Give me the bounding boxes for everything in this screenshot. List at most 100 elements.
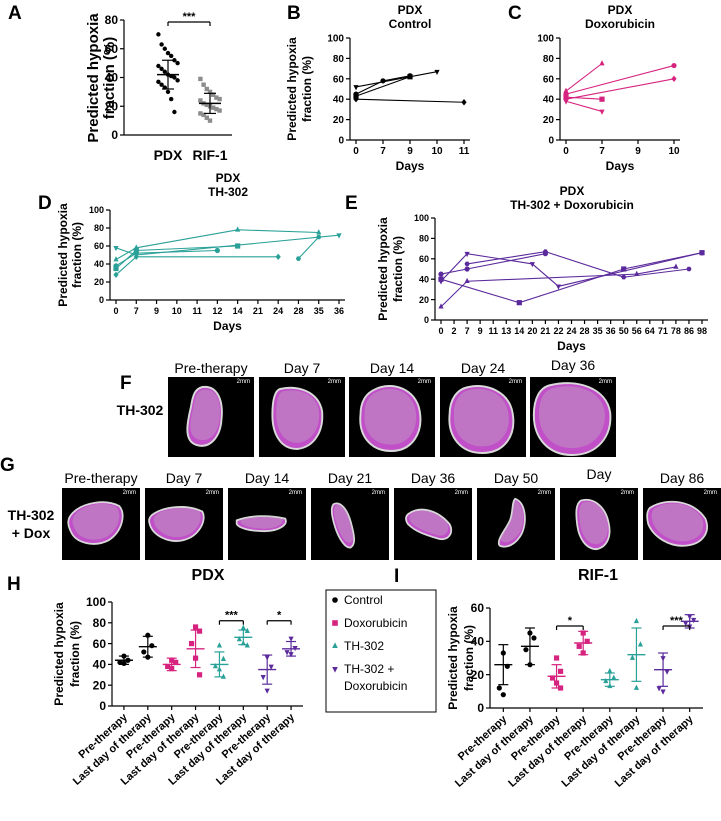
a-point-1-12 <box>214 106 219 112</box>
e-xlabel: Days <box>557 339 586 353</box>
b-ytick-label-5: 100 <box>327 34 344 45</box>
b-ylabel-line2: fraction (%) <box>300 56 314 122</box>
tumour-section <box>497 497 526 548</box>
g-label-1: Day 7 <box>165 470 203 486</box>
tumour-section <box>271 386 324 451</box>
b-point-2-1 <box>434 69 440 76</box>
a-ylabel-line1: Predicted hypoxia <box>85 13 102 143</box>
a-point-1-5 <box>214 95 219 100</box>
f-image-day-14: 2mm <box>349 377 435 457</box>
i-ytick-label-1: 20 <box>471 668 485 682</box>
h-ytick-label-2: 40 <box>93 658 107 672</box>
f-label-0: Pre-therapy <box>174 360 248 376</box>
c-series-line-0 <box>565 63 603 92</box>
a-ytick-label-3: 60 <box>105 42 119 56</box>
c-series-line-4 <box>565 78 675 100</box>
i-point-1-2 <box>549 675 556 681</box>
i-point-2-5 <box>637 641 644 647</box>
f-image-day-7: 2mm <box>259 377 345 457</box>
i-point-1-7 <box>576 643 582 649</box>
g-image-day: 2mm <box>560 488 638 560</box>
e-ytick-label-1: 20 <box>419 295 429 305</box>
c-point-4-1 <box>671 75 677 82</box>
h-point-3-2 <box>260 675 266 681</box>
scale-bar: 2mm <box>236 379 250 385</box>
g-label-2: Day 14 <box>244 470 290 486</box>
d-ytick-label-4: 80 <box>94 223 104 233</box>
b-ytick-label-3: 60 <box>333 74 345 85</box>
d-ylabel-line1: Predicted hypoxia <box>56 203 70 307</box>
h-point-0-6 <box>141 649 147 655</box>
scale-bar: 2mm <box>598 379 612 385</box>
a-point-0-6 <box>175 60 180 66</box>
scale-bar: 2mm <box>371 490 385 496</box>
i-point-2-4 <box>633 617 640 624</box>
h-ytick-label-4: 80 <box>93 616 107 630</box>
i-point-3-1 <box>664 669 670 675</box>
i-point-0-2 <box>496 685 502 691</box>
b-point-3-0 <box>353 96 359 103</box>
tumour-tissue <box>271 386 324 451</box>
e-point-4-3 <box>686 266 692 272</box>
h-point-1-8 <box>196 672 203 678</box>
a-point-1-14 <box>198 111 203 116</box>
h-point-2-5 <box>240 624 246 630</box>
d-point-4-2 <box>275 253 281 260</box>
a-ytick-label-2: 40 <box>105 71 119 85</box>
a-point-1-16 <box>204 115 209 120</box>
b-point-2-0 <box>353 85 359 91</box>
d-ytick-label-2: 40 <box>94 259 104 269</box>
e-series-line-2 <box>440 252 703 304</box>
d-ytick-label-3: 60 <box>94 241 104 251</box>
legend-label-0: Control <box>344 593 383 607</box>
a-point-1-13 <box>217 108 222 113</box>
g-label-3: Day 21 <box>327 470 373 486</box>
i-point-1-1 <box>557 668 564 674</box>
d-xtick-label-1: 7 <box>134 306 139 316</box>
tumour-tissue <box>448 385 515 455</box>
a-point-1-9 <box>204 102 209 108</box>
h-ylabel-line1: Predicted hypoxia <box>52 602 66 706</box>
h-point-3-3 <box>264 688 270 694</box>
e-point-1-2 <box>529 262 535 268</box>
g-label-4: Day 36 <box>410 470 456 486</box>
f-label-3: Day 24 <box>460 360 506 376</box>
e-xtick-label-16: 64 <box>645 326 655 336</box>
tumour-tissue <box>359 385 422 453</box>
c-point-1-1 <box>599 96 605 102</box>
i-point-3-2 <box>656 686 662 692</box>
h-sig-label-1: * <box>277 610 282 622</box>
d-series-line-5 <box>298 236 320 259</box>
d-series-line-4 <box>115 256 279 276</box>
a-point-0-18 <box>169 96 174 102</box>
scale-bar: 2mm <box>122 490 136 496</box>
b-xtick-label-3: 10 <box>431 146 443 157</box>
tumour-tissue <box>497 497 526 548</box>
e-xtick-label-5: 13 <box>501 326 511 336</box>
a-point-0-13 <box>175 78 180 83</box>
c-ytick-label-1: 20 <box>543 115 555 126</box>
b-ylabel-line1: Predicted hypoxia <box>285 37 299 141</box>
g-row-label-1: TH-302 <box>7 507 55 523</box>
tumour-tissue <box>405 508 453 541</box>
h-point-0-5 <box>149 643 155 649</box>
g-label-7: Day 86 <box>659 470 705 486</box>
e-ytick-label-0: 0 <box>424 315 429 325</box>
f-label-4: Day 36 <box>550 357 596 373</box>
g-image-day-50: 2mm <box>477 488 555 560</box>
a-point-0-12 <box>172 75 177 80</box>
f-label-1: Day 7 <box>283 360 321 376</box>
c-ytick-label-2: 40 <box>543 95 555 106</box>
panel-label-a: A <box>8 3 22 24</box>
legend-marker-0 <box>332 597 338 603</box>
b-title-0: PDX <box>398 3 423 17</box>
c-series-line-2 <box>565 100 603 112</box>
h-point-3-6 <box>284 650 290 656</box>
e-xtick-label-10: 24 <box>566 326 576 336</box>
c-xtick-label-3: 10 <box>668 146 680 157</box>
a-point-1-4 <box>211 92 216 97</box>
a-point-0-4 <box>169 53 174 59</box>
h-ytick-label-0: 0 <box>99 699 106 713</box>
d-xtick-label-10: 35 <box>314 306 324 316</box>
e-xtick-label-3: 9 <box>478 326 483 336</box>
